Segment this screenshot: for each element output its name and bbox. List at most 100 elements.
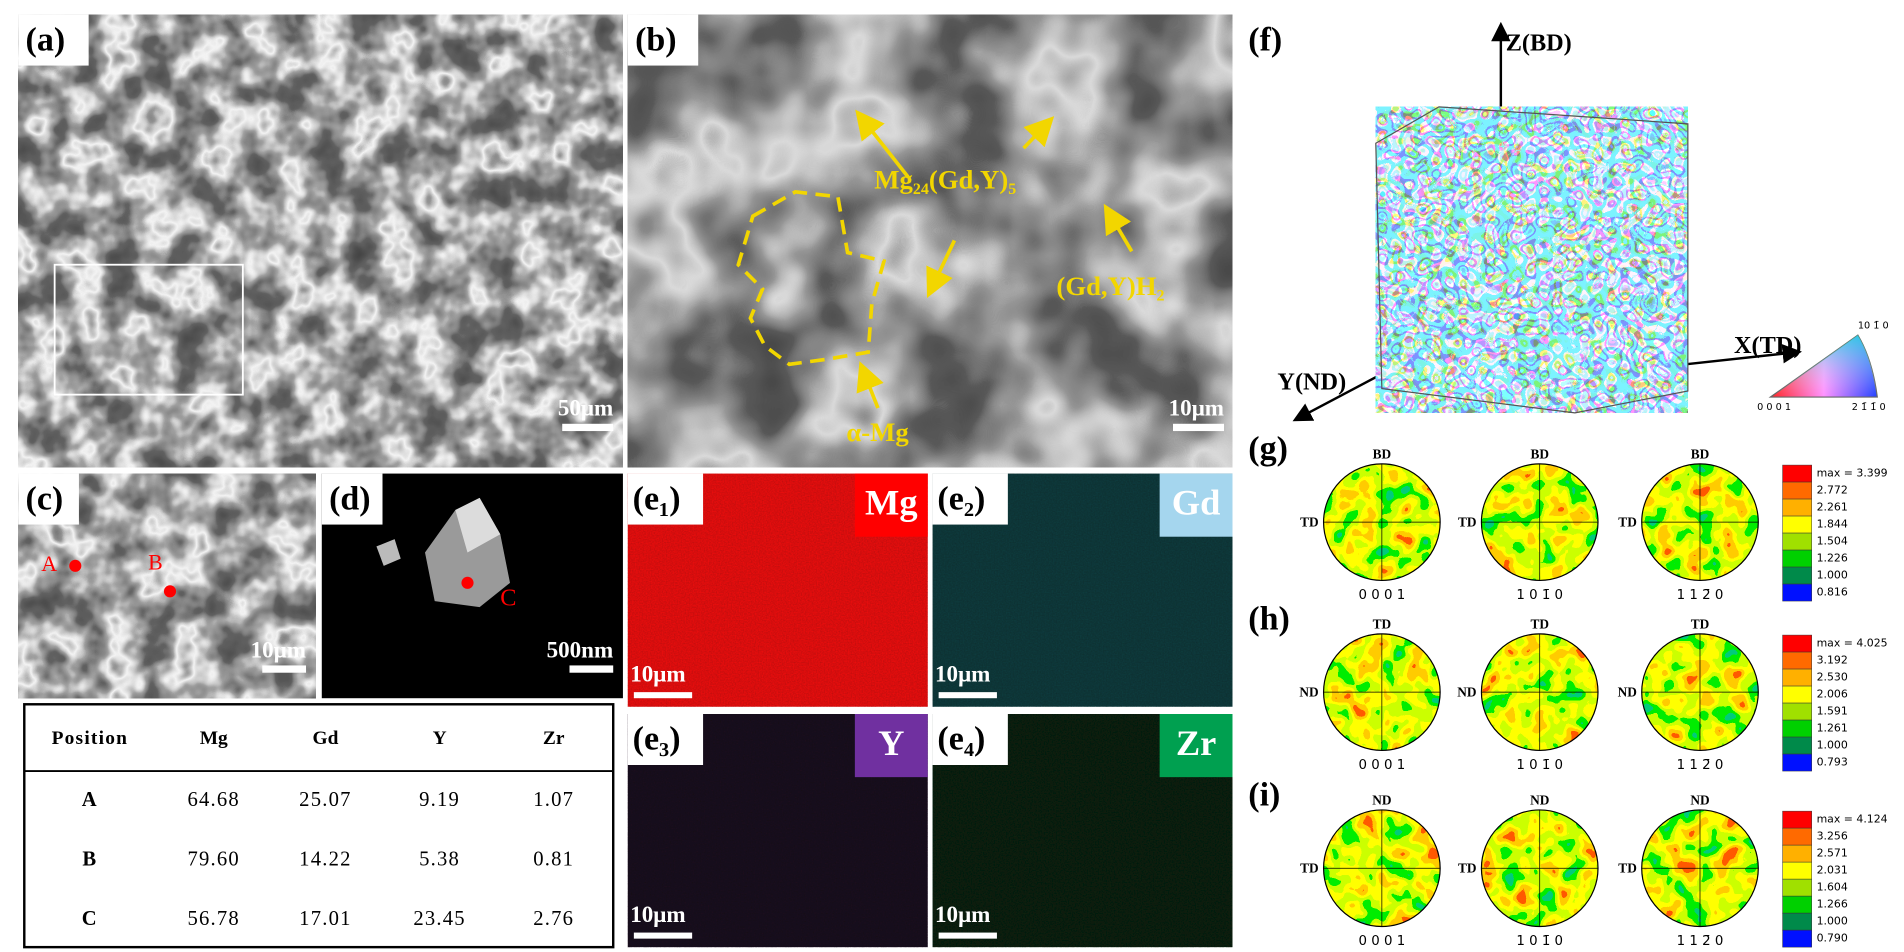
legend-swatch xyxy=(1782,532,1812,551)
legend-label: 2.571 xyxy=(1817,847,1848,860)
ipf-label: 2 1̄ 1̄ 0 xyxy=(1852,402,1886,413)
label-box xyxy=(18,14,89,66)
table-cell: 56.78 xyxy=(187,908,239,930)
element-box xyxy=(854,714,928,778)
plane-label: 1 0 1̄ 0 xyxy=(1516,934,1563,949)
panel-label: (e₂) xyxy=(937,480,985,517)
label-box xyxy=(18,473,79,525)
pole-top-label: ND xyxy=(1530,792,1549,807)
pole-top-label: ND xyxy=(1690,792,1709,807)
pole-left-label: TD xyxy=(1618,514,1637,529)
legend-label: 2.530 xyxy=(1817,671,1848,684)
table-cell: 9.19 xyxy=(419,789,460,811)
plane-label: 1 0 1̄ 0 xyxy=(1516,588,1563,603)
phase-label: Mg₂₄(Gd,Y)₅ xyxy=(874,164,1016,194)
legend-swatch xyxy=(1782,566,1812,585)
pole-left-label: TD xyxy=(1300,514,1319,529)
scale-bar-label: 10μm xyxy=(935,901,990,927)
legend-swatch xyxy=(1782,583,1812,602)
legend-swatch xyxy=(1782,753,1812,772)
legend-swatch xyxy=(1782,827,1812,846)
legend-label: 1.266 xyxy=(1817,898,1848,911)
panel-label: (b) xyxy=(635,21,677,58)
plane-label: 0 0 0 1 xyxy=(1359,758,1406,773)
label-box xyxy=(627,714,704,765)
legend-swatch xyxy=(1782,651,1812,670)
table-cell: C xyxy=(82,908,98,930)
scale-bar-label: 50μm xyxy=(558,395,613,421)
scale-bar-label: 10μm xyxy=(1169,395,1224,421)
legend-swatch xyxy=(1782,498,1812,517)
panel-label: (f) xyxy=(1248,21,1282,58)
legend-swatch xyxy=(1782,929,1812,948)
table-header: Y xyxy=(433,728,447,749)
table-cell: 64.68 xyxy=(187,789,239,811)
pole-top-label: TD xyxy=(1373,616,1392,631)
plane-label: 1 0 1̄ 0 xyxy=(1516,758,1563,773)
element-label: Y xyxy=(878,723,904,763)
legend-swatch xyxy=(1782,861,1812,880)
point-label: C xyxy=(500,584,516,611)
pole-top-label: ND xyxy=(1372,792,1391,807)
label-box xyxy=(321,473,383,525)
plane-label: 1 1 2̄ 0 xyxy=(1677,934,1724,949)
scale-bar-label: 500nm xyxy=(547,636,614,662)
legend-label: 1.000 xyxy=(1817,915,1848,928)
table-header: Gd xyxy=(312,728,338,749)
legend-label: 0.816 xyxy=(1817,586,1848,599)
pole-top-label: BD xyxy=(1373,446,1392,461)
legend-swatch xyxy=(1782,719,1812,738)
scale-bar xyxy=(569,665,614,673)
phase-label: (Gd,Y)H₂ xyxy=(1056,271,1164,301)
legend-label: 1.844 xyxy=(1817,518,1848,531)
panel-label: (e₃) xyxy=(633,721,681,758)
scale-bar-label: 10μm xyxy=(630,661,685,687)
table-cell: B xyxy=(82,849,97,871)
table-cell: 5.38 xyxy=(419,849,460,871)
pole-top-label: TD xyxy=(1530,616,1549,631)
ipf-triangle xyxy=(1770,335,1878,398)
pole-left-label: ND xyxy=(1299,684,1318,699)
legend-label: 3.192 xyxy=(1817,654,1848,667)
legend-label: 2.006 xyxy=(1817,688,1848,701)
axis-label: Z(BD) xyxy=(1506,30,1572,57)
axis xyxy=(1685,344,1802,366)
legend-label: 2.261 xyxy=(1817,501,1848,514)
ipf-label: 0 0 0 1 xyxy=(1757,402,1791,413)
table-cell: A xyxy=(82,789,98,811)
legend-label: max = 4.025 xyxy=(1817,637,1888,650)
scale-bar xyxy=(633,932,693,939)
pole-left-label: TD xyxy=(1300,860,1319,875)
legend-swatch xyxy=(1782,736,1812,755)
legend-swatch xyxy=(1782,549,1812,568)
panel-label: (e₄) xyxy=(937,721,985,758)
phase-label: α-Mg xyxy=(846,417,909,447)
table-header: Zr xyxy=(543,728,565,749)
scale-bar-label: 10μm xyxy=(630,901,685,927)
cube-outline xyxy=(1375,106,1689,414)
point-label: B xyxy=(148,551,163,575)
legend-swatch xyxy=(1782,515,1812,534)
plane-label: 0 0 0 1 xyxy=(1359,588,1406,603)
plane-label: 1 1 2̄ 0 xyxy=(1677,758,1724,773)
label-box xyxy=(627,473,704,525)
plane-label: 0 0 0 1 xyxy=(1359,934,1406,949)
arrow xyxy=(1103,203,1134,253)
arrow xyxy=(1022,116,1055,150)
scale-bar xyxy=(938,932,997,939)
legend-swatch xyxy=(1782,464,1812,483)
pole-top-label: BD xyxy=(1691,446,1710,461)
legend-label: 1.261 xyxy=(1817,722,1848,735)
table-cell: 25.07 xyxy=(299,789,351,811)
panel-label: (d) xyxy=(329,480,371,517)
panel-label: (c) xyxy=(26,480,64,517)
axis-label: Y(ND) xyxy=(1277,368,1346,395)
legend-label: 1.000 xyxy=(1817,739,1848,752)
point-marker xyxy=(461,576,474,589)
element-box xyxy=(854,473,928,537)
table-header: Mg xyxy=(200,728,228,749)
table-frame xyxy=(23,703,615,949)
pole-left-label: TD xyxy=(1618,860,1637,875)
legend-label: 2.031 xyxy=(1817,864,1848,877)
